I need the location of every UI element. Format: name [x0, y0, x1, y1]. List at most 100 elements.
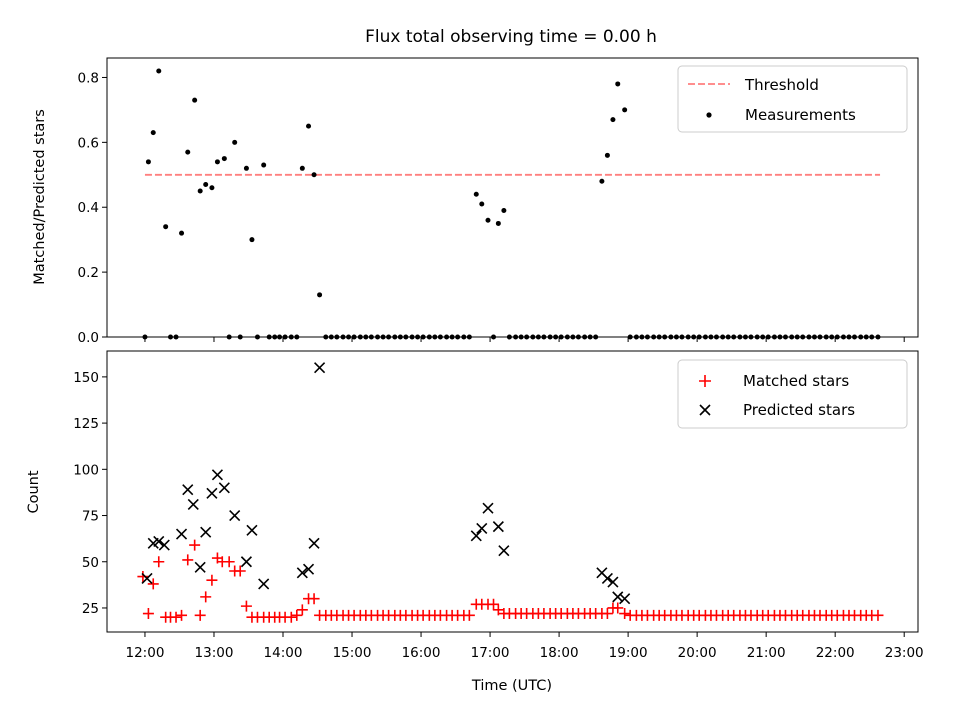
matched-star-point — [285, 611, 297, 623]
legend-predicted-label: Predicted stars — [743, 401, 855, 419]
matched-star-point — [291, 609, 303, 621]
bottom-x-tick-label: 14:00 — [264, 645, 303, 661]
top-panel: Flux total observing time = 0.00 h Match… — [32, 27, 919, 346]
bottom-x-tick-label: 20:00 — [678, 645, 717, 661]
top-legend-box — [677, 65, 908, 133]
measurement-point — [306, 123, 312, 129]
x-axis-label: Time (UTC) — [471, 678, 552, 694]
measurement-point — [485, 217, 491, 223]
legend-measurements-swatch — [706, 112, 712, 118]
bottom-x-tick-label: 13:00 — [195, 645, 234, 661]
measurement-point — [209, 185, 215, 191]
top-y-tick-label: 0.2 — [78, 265, 99, 281]
bottom-legend-box — [677, 359, 908, 429]
measurement-point — [232, 139, 238, 145]
predicted-star-point — [258, 578, 270, 590]
predicted-star-point — [229, 509, 241, 522]
predicted-star-point — [492, 521, 504, 533]
bottom-y-tick-label: 100 — [73, 462, 99, 478]
legend-matched-label: Matched stars — [743, 372, 849, 390]
matched-star-point — [223, 556, 235, 568]
predicted-star-point — [194, 561, 206, 573]
predicted-star-point — [200, 526, 212, 538]
predicted-star-point — [158, 539, 170, 551]
predicted-star-point — [218, 482, 230, 494]
bottom-x-tick-label: 16:00 — [402, 645, 441, 661]
matched-star-point — [176, 609, 188, 621]
measurement-point — [150, 130, 156, 136]
matched-star-point — [147, 578, 159, 590]
matched-star-point — [189, 539, 201, 551]
measurement-point — [622, 107, 628, 113]
measurement-point — [197, 188, 203, 194]
predicted-star-point — [206, 487, 218, 499]
measurement-point — [604, 152, 610, 158]
bottom-x-tick-label: 12:00 — [126, 645, 165, 661]
measurement-point — [479, 201, 485, 207]
predicted-star-point — [240, 556, 252, 568]
matched-star-point — [872, 609, 884, 621]
predicted-star-point — [187, 498, 199, 511]
matched-star-point — [137, 571, 149, 583]
bottom-y-tick-label: 25 — [82, 601, 99, 617]
bottom-x-tick-label: 23:00 — [885, 645, 924, 661]
top-plot-frame — [106, 57, 919, 338]
measurement-point — [179, 230, 185, 236]
matched-star-point — [234, 565, 246, 577]
measurement-point — [203, 182, 209, 188]
matched-star-point — [296, 604, 308, 616]
matched-star-point — [200, 591, 212, 603]
predicted-star-point — [607, 576, 619, 588]
bottom-y-axis-label: Count — [26, 470, 42, 513]
bottom-y-tick-label: 150 — [73, 370, 99, 386]
measurement-point — [599, 178, 605, 184]
matched-star-point — [182, 554, 194, 566]
matched-star-point — [488, 598, 500, 610]
legend-matched-swatch — [699, 375, 711, 387]
predicted-star-point — [612, 591, 624, 603]
predicted-star-point — [482, 502, 494, 514]
measurement-point — [163, 224, 169, 230]
top-chart-title: Flux total observing time = 0.00 h — [365, 27, 657, 47]
matched-star-point — [619, 608, 631, 620]
measurement-point — [473, 191, 479, 197]
legend-predicted-swatch — [699, 404, 711, 416]
legend-measurements-label: Measurements — [745, 106, 856, 124]
top-y-tick-label: 0.6 — [78, 135, 99, 151]
predicted-star-point — [601, 572, 613, 584]
top-y-tick-label: 0.4 — [78, 200, 99, 216]
legend-threshold-label: Threshold — [744, 76, 819, 94]
top-y-tick-label: 0.0 — [78, 330, 99, 346]
predicted-star-point — [498, 545, 510, 557]
matched-star-point — [142, 608, 154, 620]
measurement-point — [156, 68, 162, 74]
predicted-star-point — [619, 593, 631, 605]
bottom-y-tick-label: 75 — [82, 509, 99, 525]
measurement-point — [610, 117, 616, 123]
predicted-star-point — [314, 362, 326, 374]
measurement-point — [243, 165, 249, 171]
bottom-x-tick-label: 17:00 — [471, 645, 510, 661]
top-y-tick-label: 0.8 — [78, 70, 99, 86]
bottom-plot-frame — [106, 350, 919, 633]
top-legend: Threshold Measurements — [677, 65, 908, 133]
bottom-x-tick-label: 15:00 — [333, 645, 372, 661]
matched-star-point — [612, 602, 624, 614]
bottom-y-tick-label: 50 — [82, 555, 99, 571]
bottom-legend: Matched stars Predicted stars — [677, 359, 908, 429]
predicted-star-point — [153, 535, 165, 547]
measurement-point — [145, 159, 151, 165]
predicted-star-point — [246, 524, 258, 536]
matched-star-point — [194, 609, 206, 621]
matched-star-point — [206, 574, 218, 586]
matched-star-point — [170, 611, 182, 623]
predicted-star-point — [308, 537, 320, 549]
measurement-point — [501, 207, 507, 213]
bottom-axis-ticks: 25 50 75 100 125 150 12:00 13:00 14:00 15:00 16:00… — [73, 370, 923, 661]
predicted-star-point — [182, 484, 194, 496]
measurement-point — [249, 237, 255, 243]
measurement-point — [192, 97, 198, 103]
matched-star-point — [492, 604, 504, 616]
bottom-x-tick-label: 19:00 — [609, 645, 648, 661]
